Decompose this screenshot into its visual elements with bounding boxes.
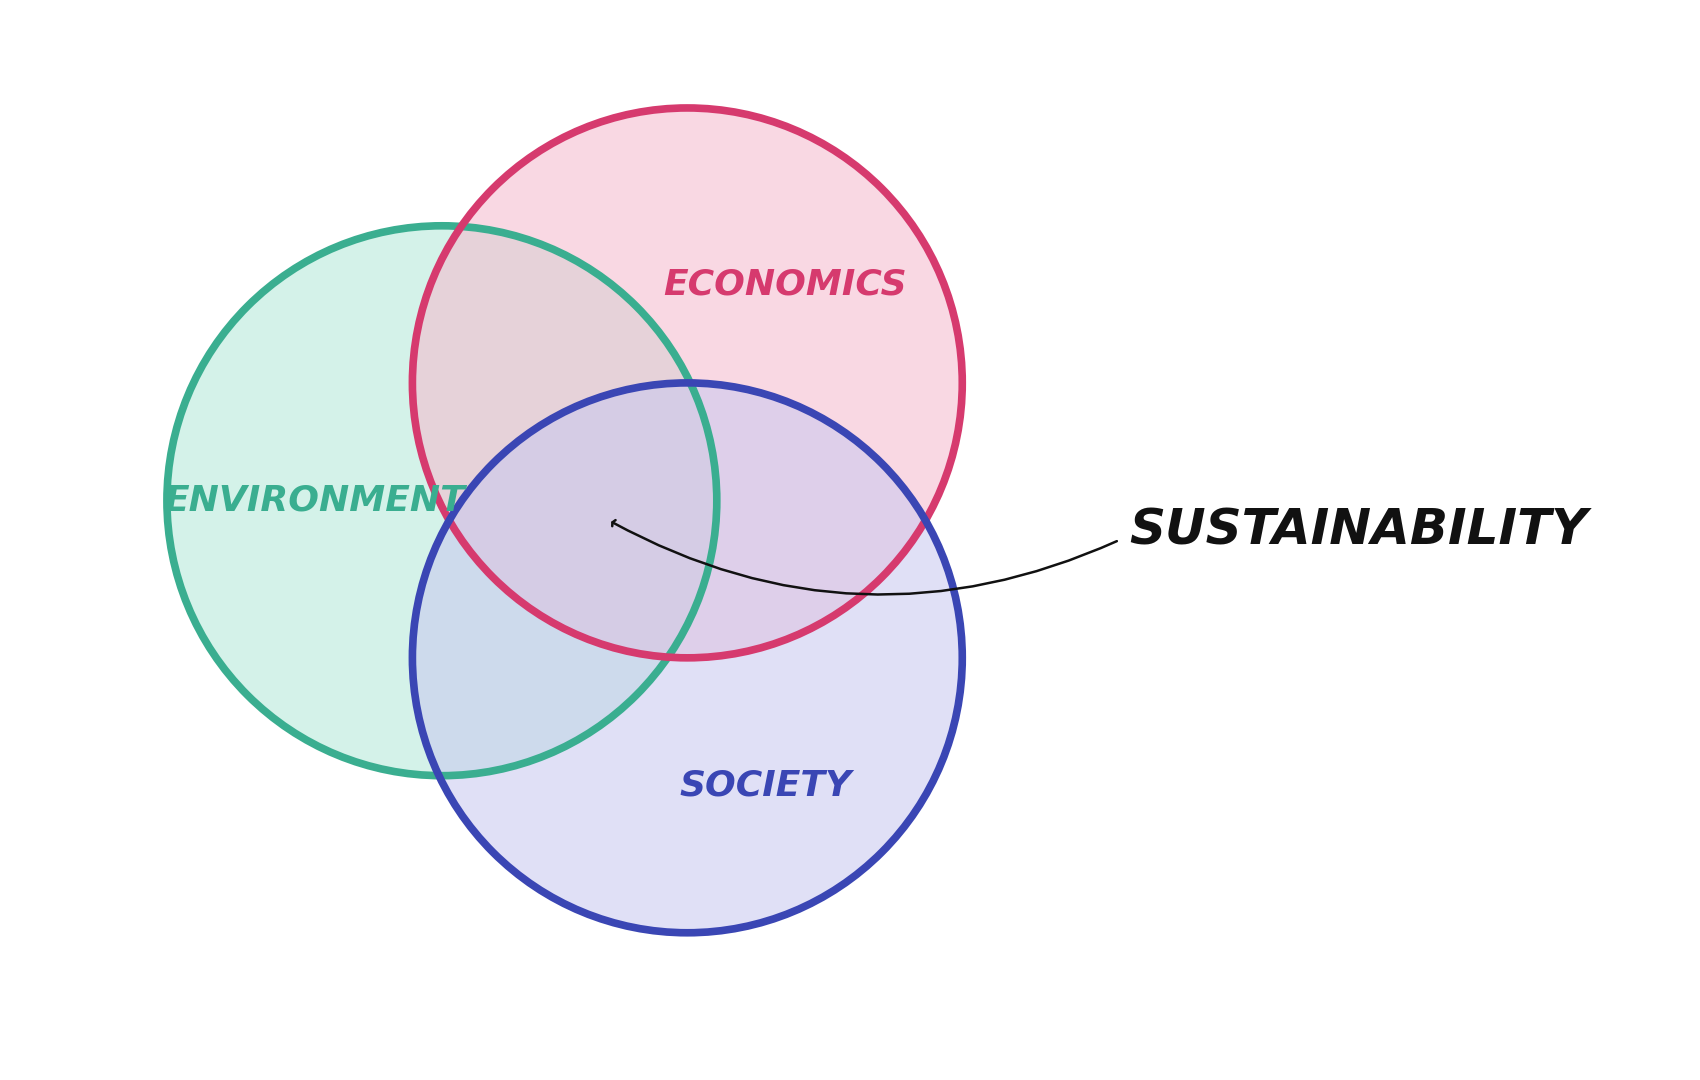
Circle shape: [413, 108, 962, 658]
Text: SOCIETY: SOCIETY: [680, 769, 852, 802]
Circle shape: [413, 383, 962, 933]
Text: ECONOMICS: ECONOMICS: [663, 268, 908, 301]
Text: ENVIRONMENT: ENVIRONMENT: [163, 484, 464, 517]
Text: SUSTAINABILITY: SUSTAINABILITY: [1129, 507, 1588, 554]
Circle shape: [167, 226, 717, 775]
